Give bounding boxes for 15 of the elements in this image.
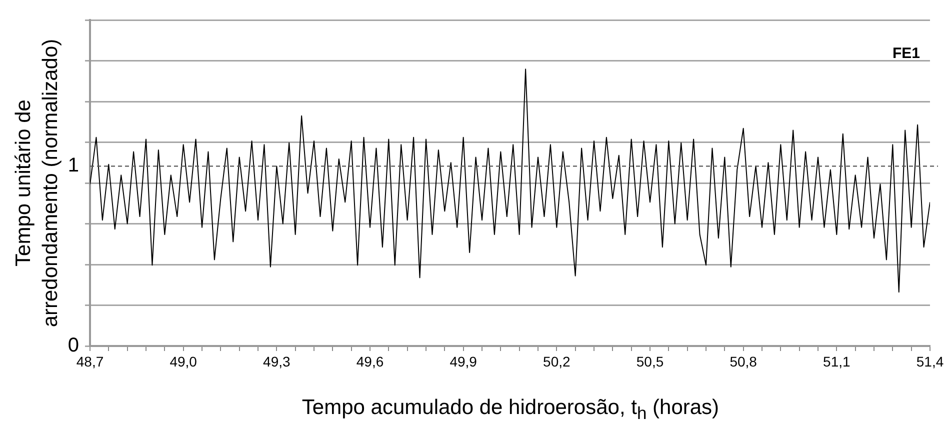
x-tick-label: 49,6: [356, 353, 384, 370]
x-tick-label: 49,0: [170, 353, 198, 370]
y-tick-label: 0: [68, 334, 79, 357]
y-axis-title: Tempo unitário de arredondamento (normalizado): [11, 38, 63, 330]
x-tick-label: 48,7: [76, 353, 104, 370]
x-tick-label: 51,1: [823, 353, 851, 370]
annotation: FE1: [892, 45, 920, 62]
y-tick-label: 1: [68, 154, 79, 177]
x-tick-label: 49,9: [450, 353, 478, 370]
x-tick-label: 50,5: [636, 353, 664, 370]
x-tick-label: 51,4: [916, 353, 944, 370]
x-tick-label: 50,8: [730, 353, 758, 370]
x-tick-label: 49,3: [263, 353, 291, 370]
x-tick-label: 50,2: [543, 353, 571, 370]
x-axis-title: Tempo acumulado de hidroerosão, t$_{h}$ (horas): [300, 396, 720, 424]
